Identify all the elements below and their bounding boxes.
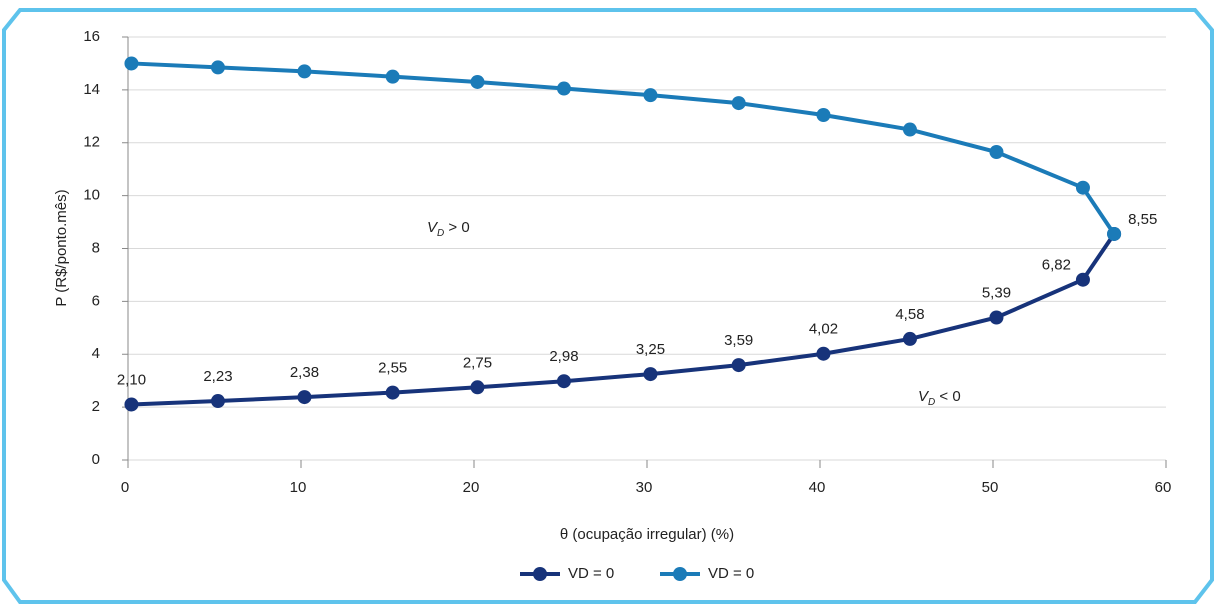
- data-point: [1075, 180, 1090, 195]
- value-label: 4,58: [895, 306, 924, 323]
- data-point: [731, 96, 746, 111]
- data-point: [124, 56, 139, 71]
- legend-label: VD = 0: [568, 565, 614, 582]
- x-tick-label: 10: [290, 479, 307, 496]
- data-point: [902, 331, 917, 346]
- y-tick-label: 4: [92, 345, 100, 362]
- annotation-symbol: V: [427, 219, 439, 236]
- annotation-text: > 0: [444, 219, 469, 236]
- annotation-subscript: D: [437, 228, 444, 239]
- data-point: [210, 60, 225, 75]
- value-label: 2,55: [378, 360, 407, 377]
- value-label: 2,23: [203, 368, 232, 385]
- x-tick-label: 30: [636, 479, 653, 496]
- value-label: 2,98: [549, 348, 578, 365]
- x-tick-label: 50: [982, 479, 999, 496]
- data-point: [989, 310, 1004, 325]
- data-point: [643, 88, 658, 103]
- data-point: [902, 122, 917, 137]
- value-label: 6,82: [1042, 257, 1071, 274]
- y-tick-label: 0: [92, 451, 100, 468]
- x-tick-label: 60: [1155, 479, 1172, 496]
- data-point: [470, 380, 485, 395]
- y-tick-label: 8: [92, 239, 100, 256]
- value-label: 4,02: [809, 321, 838, 338]
- value-label: 8,55: [1128, 211, 1157, 228]
- annotation: VD < 0: [918, 388, 961, 408]
- data-point: [989, 145, 1004, 160]
- value-label: 3,25: [636, 341, 665, 358]
- value-label: 2,38: [290, 364, 319, 381]
- data-point: [470, 74, 485, 89]
- data-point: [731, 358, 746, 373]
- annotation: VD > 0: [427, 219, 470, 239]
- data-point: [1075, 272, 1090, 287]
- y-tick-label: 16: [83, 28, 100, 45]
- data-point: [816, 107, 831, 122]
- data-point: [124, 397, 139, 412]
- x-tick-label: 20: [463, 479, 480, 496]
- data-point: [816, 346, 831, 361]
- y-tick-label: 10: [83, 187, 100, 204]
- value-label: 5,39: [982, 284, 1011, 301]
- data-point: [297, 390, 312, 405]
- annotation-symbol: V: [918, 388, 930, 405]
- data-point: [556, 374, 571, 389]
- x-tick-label: 40: [809, 479, 826, 496]
- value-label: 3,59: [724, 332, 753, 349]
- legend-marker: [673, 567, 687, 581]
- data-point: [385, 385, 400, 400]
- y-tick-label: 6: [92, 292, 100, 309]
- legend-label: VD = 0: [708, 565, 754, 582]
- y-axis-label: P (R$/ponto.mês): [53, 189, 70, 306]
- value-label: 2,10: [117, 371, 146, 388]
- data-point: [1107, 226, 1122, 241]
- x-tick-label: 0: [121, 479, 129, 496]
- data-point: [210, 394, 225, 409]
- annotation-text: < 0: [935, 388, 960, 405]
- y-tick-label: 12: [83, 134, 100, 151]
- annotation-subscript: D: [928, 397, 935, 408]
- legend-marker: [533, 567, 547, 581]
- x-axis-label: θ (ocupação irregular) (%): [560, 526, 734, 543]
- value-label: 2,75: [463, 354, 492, 371]
- series-line: [131, 61, 1116, 236]
- frame: [1, 8, 1214, 604]
- y-tick-label: 2: [92, 398, 100, 415]
- series-line: [131, 232, 1116, 407]
- data-point: [556, 81, 571, 96]
- y-tick-label: 14: [83, 81, 100, 98]
- data-point: [297, 64, 312, 79]
- data-point: [385, 69, 400, 84]
- data-point: [643, 367, 658, 382]
